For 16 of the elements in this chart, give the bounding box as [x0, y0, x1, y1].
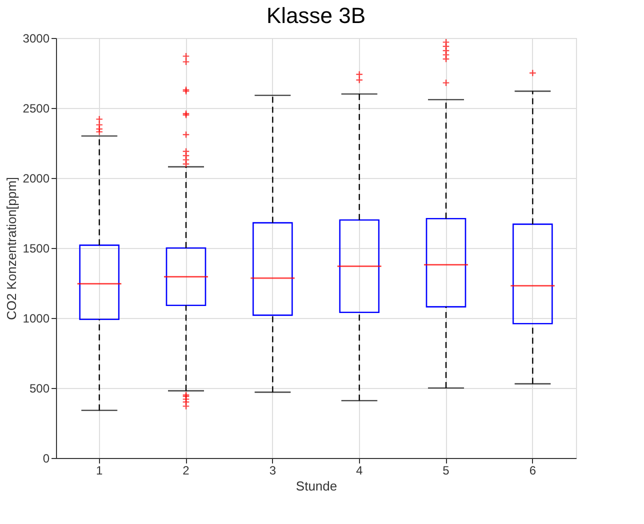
y-tick-label: 3000 — [22, 32, 50, 46]
y-tick-label: 1500 — [22, 242, 50, 256]
y-tick-label: 2000 — [22, 172, 50, 186]
x-tick-label: 5 — [442, 464, 450, 478]
y-tick-label: 0 — [42, 452, 50, 466]
chart-title: Klasse 3B — [266, 3, 366, 28]
y-tick-label: 2500 — [22, 102, 50, 116]
x-tick-label: 1 — [96, 464, 103, 478]
x-axis-title: Stunde — [296, 478, 338, 494]
x-tick-label: 3 — [269, 464, 276, 478]
x-tick-label: 4 — [356, 464, 363, 478]
y-tick-label: 500 — [29, 382, 50, 396]
x-tick-label: 2 — [182, 464, 190, 478]
y-tick-label: 1000 — [22, 312, 50, 326]
y-axis-title: CO2 Konzentration[ppm] — [4, 176, 19, 320]
x-tick-label: 6 — [529, 464, 536, 478]
